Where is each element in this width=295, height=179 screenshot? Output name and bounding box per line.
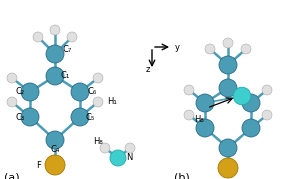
Text: (a): (a) xyxy=(4,172,20,179)
Text: H₈: H₈ xyxy=(93,137,103,146)
Circle shape xyxy=(21,83,39,101)
Circle shape xyxy=(218,158,238,178)
Text: H₈: H₈ xyxy=(194,115,204,124)
Circle shape xyxy=(46,131,64,149)
Circle shape xyxy=(67,32,77,42)
Text: C₇: C₇ xyxy=(62,45,72,54)
Circle shape xyxy=(7,97,17,107)
Circle shape xyxy=(46,45,64,63)
Circle shape xyxy=(50,25,60,35)
Circle shape xyxy=(242,119,260,137)
Circle shape xyxy=(71,83,89,101)
Circle shape xyxy=(219,139,237,157)
Circle shape xyxy=(93,97,103,107)
Text: C₆: C₆ xyxy=(87,88,97,96)
Text: z: z xyxy=(146,65,150,74)
Text: (b): (b) xyxy=(174,172,190,179)
Circle shape xyxy=(223,38,233,48)
Circle shape xyxy=(7,73,17,83)
Circle shape xyxy=(205,44,215,54)
Circle shape xyxy=(184,110,194,120)
Circle shape xyxy=(100,143,110,153)
Circle shape xyxy=(242,94,260,112)
Circle shape xyxy=(21,108,39,126)
Circle shape xyxy=(262,85,272,95)
Circle shape xyxy=(46,67,64,85)
Text: C₅: C₅ xyxy=(85,112,95,122)
Circle shape xyxy=(71,108,89,126)
Circle shape xyxy=(184,85,194,95)
Circle shape xyxy=(219,56,237,74)
Circle shape xyxy=(196,94,214,112)
Text: C₁: C₁ xyxy=(60,71,70,81)
Circle shape xyxy=(110,150,126,166)
Circle shape xyxy=(241,44,251,54)
Circle shape xyxy=(33,32,43,42)
Circle shape xyxy=(45,155,65,175)
Text: N: N xyxy=(126,154,132,163)
Circle shape xyxy=(219,79,237,97)
Circle shape xyxy=(125,143,135,153)
Text: C₂: C₂ xyxy=(15,88,24,96)
Circle shape xyxy=(233,87,251,105)
Text: H₁: H₁ xyxy=(107,98,117,107)
Text: y: y xyxy=(175,42,180,52)
Text: F: F xyxy=(36,161,41,170)
Text: C₄: C₄ xyxy=(50,144,60,154)
Circle shape xyxy=(93,73,103,83)
Circle shape xyxy=(196,119,214,137)
Circle shape xyxy=(262,110,272,120)
Text: C₃: C₃ xyxy=(15,112,24,122)
